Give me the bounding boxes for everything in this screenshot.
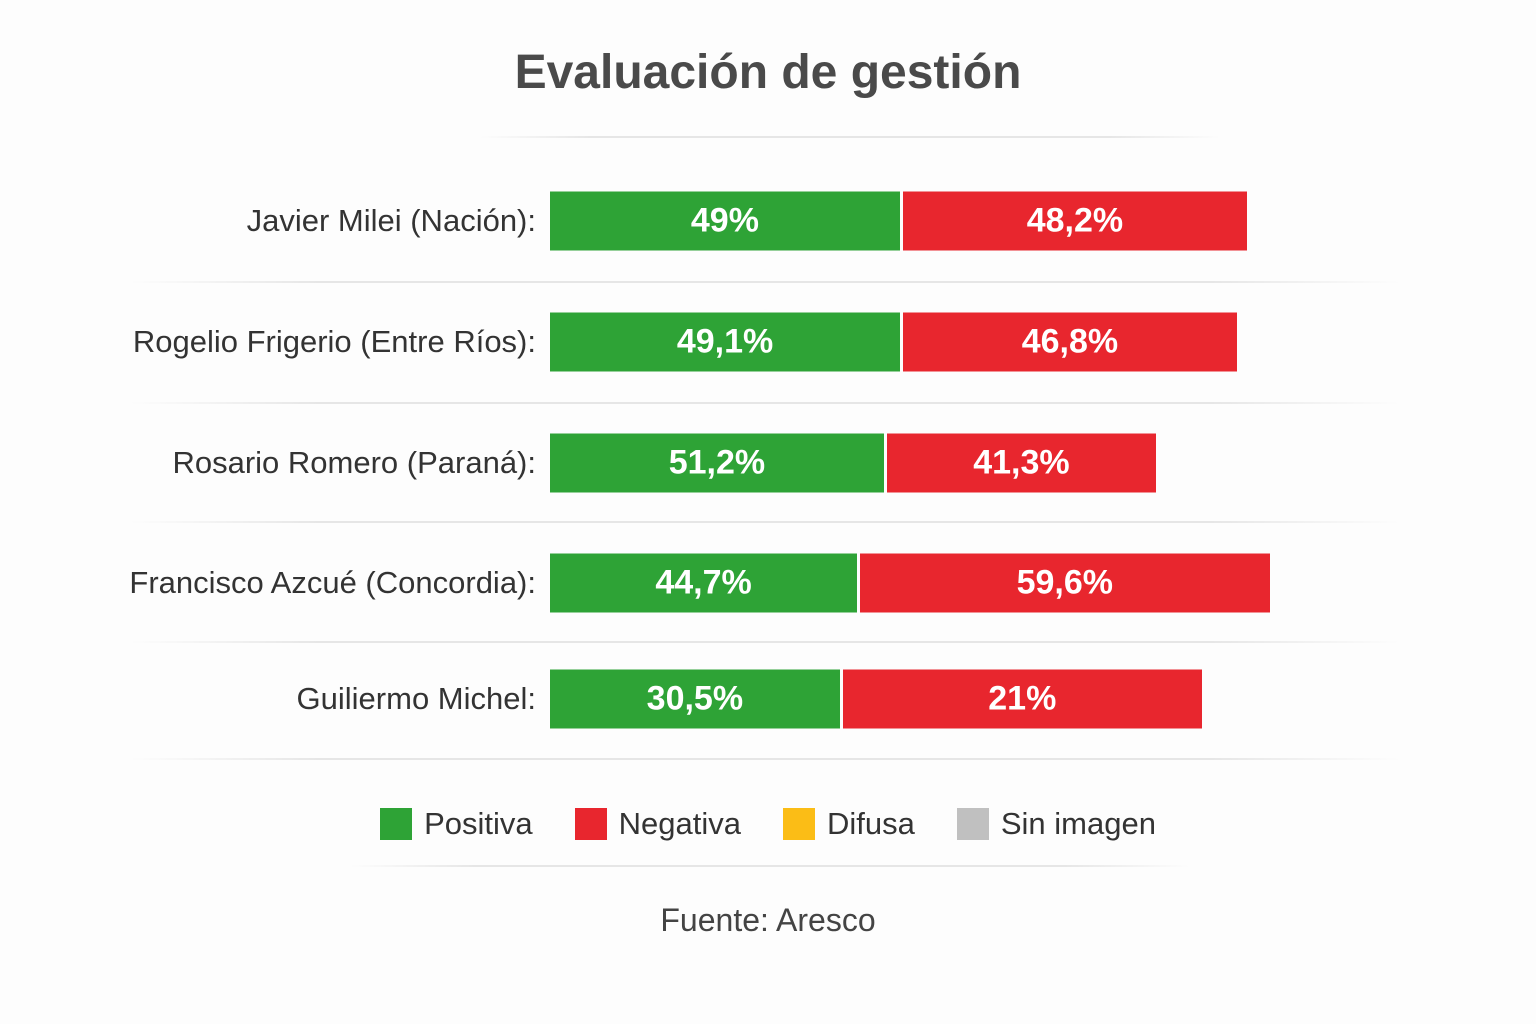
category-label: Rogelio Frigerio (Entre Ríos): <box>132 324 536 359</box>
row-divider <box>130 402 1400 404</box>
bar-positiva: 44,7% <box>550 553 858 613</box>
legend-divider <box>350 865 1190 867</box>
bar-negativa: 48,2% <box>902 191 1247 251</box>
legend-swatch <box>574 808 607 840</box>
data-label: 49% <box>690 201 759 240</box>
row-divider <box>130 641 1400 643</box>
data-label: 59,6% <box>1016 563 1113 602</box>
chart-title: Evaluación de gestión <box>514 46 1022 99</box>
source-note: Fuente: Aresco <box>660 902 876 938</box>
data-label: 41,3% <box>973 443 1070 482</box>
row-divider <box>130 521 1400 523</box>
data-label: 46,8% <box>1021 322 1119 361</box>
legend-item: Sin imagen <box>956 806 1156 842</box>
category-label: Guiliermo Michel: <box>296 681 536 716</box>
data-label: 51,2% <box>668 443 766 482</box>
legend-label: Sin imagen <box>1000 806 1156 841</box>
bar-positiva: 49,1% <box>550 312 901 372</box>
legend-swatch <box>782 808 815 840</box>
title-divider <box>480 136 1220 138</box>
bar-negativa: 59,6% <box>860 553 1270 613</box>
legend-label: Positiva <box>424 806 533 841</box>
data-label: 48,2% <box>1026 201 1124 240</box>
data-label: 49,1% <box>676 322 774 361</box>
legend-item: Difusa <box>782 806 915 842</box>
category-label: Javier Milei (Nación): <box>246 203 536 238</box>
data-label: 44,7% <box>655 563 752 602</box>
category-label: Rosario Romero (Paraná): <box>172 445 536 480</box>
legend-swatch <box>380 808 413 840</box>
row-divider <box>130 281 1400 283</box>
legend: Positiva Negativa Difusa Sin imagen <box>0 806 1536 842</box>
legend-label: Negativa <box>618 806 741 841</box>
data-label: 30,5% <box>646 679 744 718</box>
bar-positiva: 30,5% <box>550 669 840 729</box>
row-divider <box>130 758 1400 760</box>
data-label: 21% <box>988 679 1057 718</box>
bar-negativa: 46,8% <box>903 312 1237 372</box>
bar-negativa: 41,3% <box>886 433 1157 493</box>
legend-item: Positiva <box>380 806 533 842</box>
bar-positiva: 51,2% <box>550 433 884 493</box>
legend-item: Negativa <box>574 806 741 842</box>
category-label: Francisco Azcué (Concordia): <box>129 565 536 600</box>
bar-positiva: 49% <box>550 191 900 251</box>
bar-negativa: 21% <box>842 669 1202 729</box>
legend-label: Difusa <box>826 806 915 841</box>
legend-swatch <box>956 808 989 840</box>
